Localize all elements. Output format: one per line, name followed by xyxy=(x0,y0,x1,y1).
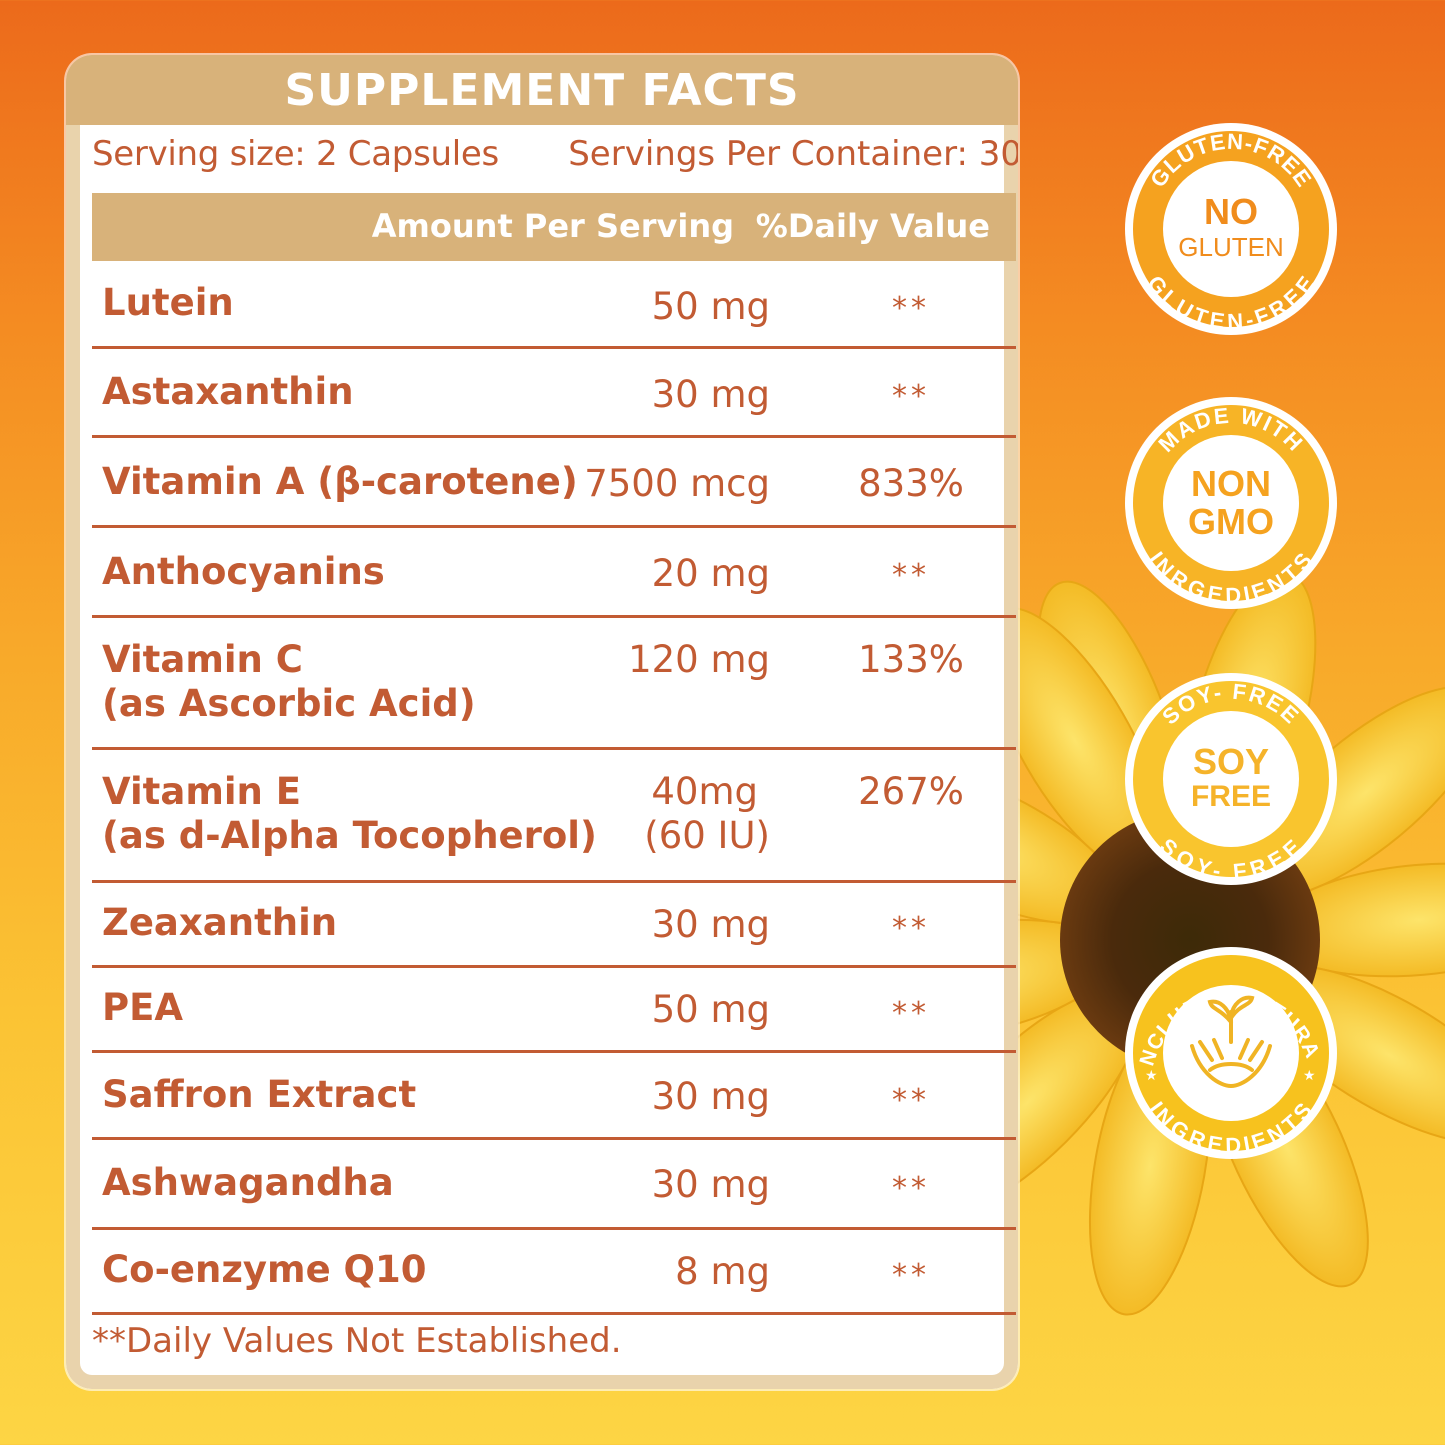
nutrient-amount: 20 mg xyxy=(651,552,770,595)
nutrient-name-detail: (as d-Alpha Tocopherol) xyxy=(102,814,597,857)
serving-info: Serving size: 2 Capsules Servings Per Co… xyxy=(92,129,1018,179)
nutrient-amount: 30 mg xyxy=(651,1075,770,1118)
table-row: Zeaxanthin 30 mg ** xyxy=(92,883,1016,968)
table-row: Anthocyanins 20 mg ** xyxy=(92,528,1016,618)
table-row: Lutein 50 mg ** xyxy=(92,261,1016,349)
badge-line1: NON xyxy=(1191,463,1271,504)
nutrient-amount: 8 mg xyxy=(675,1250,770,1293)
nutrient-amount-detail: (60 IU) xyxy=(644,814,770,857)
nutrient-name: Vitamin A (β-carotene) xyxy=(102,460,578,503)
nutrient-name: Vitamin C xyxy=(102,638,303,681)
nutrient-name: Co-enzyme Q10 xyxy=(102,1248,427,1291)
hands-sprout-icon xyxy=(1190,995,1272,1089)
natural-ingredients-badge: INCLUDES NATURAL INGREDIENTS ★ ★ xyxy=(1120,942,1337,1159)
servings-per-container: Servings Per Container: 30 xyxy=(568,134,1018,174)
nutrient-name: Saffron Extract xyxy=(102,1073,417,1116)
gluten-free-badge: GLUTEN-FREE GLUTEN-FREE NO GLUTEN xyxy=(1125,123,1337,335)
column-amount-label: Amount Per Serving xyxy=(371,207,734,245)
nutrient-dv: ** xyxy=(892,558,930,593)
nutrient-dv: ** xyxy=(892,291,930,326)
nutrient-name-detail: (as Ascorbic Acid) xyxy=(102,682,476,725)
nutrient-name: Anthocyanins xyxy=(102,550,385,593)
nutrient-name: Lutein xyxy=(102,281,234,324)
nutrient-dv: ** xyxy=(892,1083,930,1118)
nutrient-amount: 50 mg xyxy=(651,285,770,328)
soy-free-badge: SOY- FREE SOY- FREE SOY FREE xyxy=(1125,673,1337,885)
table-row: Vitamin A (β-carotene) 7500 mcg 833% xyxy=(92,438,1016,528)
table-row: Co-enzyme Q10 8 mg ** xyxy=(92,1230,1016,1315)
badge-line1: SOY xyxy=(1193,741,1269,782)
nutrient-dv: ** xyxy=(892,1171,930,1206)
nutrient-dv: ** xyxy=(892,379,930,414)
nutrient-dv: 267% xyxy=(858,770,964,813)
nutrient-amount: 40mg xyxy=(651,770,758,813)
svg-text:★: ★ xyxy=(1145,1068,1158,1084)
nutrient-name: Vitamin E xyxy=(102,770,302,813)
nutrient-table: Lutein 50 mg ** Astaxanthin 30 mg ** Vit… xyxy=(92,261,1016,1315)
panel-title: SUPPLEMENT FACTS xyxy=(66,55,1018,125)
table-row: Saffron Extract 30 mg ** xyxy=(92,1053,1016,1140)
nutrient-name: Zeaxanthin xyxy=(102,901,338,944)
non-gmo-badge: MADE WITH INRGEDIENTS NON GMO xyxy=(1125,397,1337,609)
column-header: Amount Per Serving %Daily Value xyxy=(92,193,1016,261)
badge-line2: GMO xyxy=(1188,501,1274,542)
nutrient-dv: ** xyxy=(892,911,930,946)
table-row: Astaxanthin 30 mg ** xyxy=(92,349,1016,438)
column-dv-label: %Daily Value xyxy=(755,207,990,245)
footnote: **Daily Values Not Established. xyxy=(92,1321,622,1361)
nutrient-amount: 7500 mcg xyxy=(584,462,770,505)
panel-body: Serving size: 2 Capsules Servings Per Co… xyxy=(66,125,1018,1389)
nutrient-name: Astaxanthin xyxy=(102,370,354,413)
nutrient-amount: 30 mg xyxy=(651,903,770,946)
nutrient-dv: ** xyxy=(892,1258,930,1293)
svg-text:★: ★ xyxy=(1303,1068,1316,1084)
table-row: Vitamin E (as d-Alpha Tocopherol) 40mg (… xyxy=(92,750,1016,883)
nutrient-dv: 833% xyxy=(858,462,964,505)
nutrient-dv: ** xyxy=(892,996,930,1031)
serving-size: Serving size: 2 Capsules xyxy=(92,134,499,174)
supplement-facts-panel: SUPPLEMENT FACTS Serving size: 2 Capsule… xyxy=(66,55,1018,1389)
nutrient-amount: 50 mg xyxy=(651,988,770,1031)
table-row: Ashwagandha 30 mg ** xyxy=(92,1140,1016,1230)
badge-line2: GLUTEN xyxy=(1178,232,1283,262)
nutrient-amount: 30 mg xyxy=(651,373,770,416)
nutrient-amount: 120 mg xyxy=(628,638,770,681)
nutrient-dv: 133% xyxy=(858,638,964,681)
nutrient-name: Ashwagandha xyxy=(102,1161,394,1204)
table-row: Vitamin C (as Ascorbic Acid) 120 mg 133% xyxy=(92,618,1016,750)
table-row: PEA 50 mg ** xyxy=(92,968,1016,1053)
badge-line2: FREE xyxy=(1191,780,1271,813)
nutrient-name: PEA xyxy=(102,986,184,1029)
badge-line1: NO xyxy=(1204,191,1258,232)
nutrient-amount: 30 mg xyxy=(651,1163,770,1206)
